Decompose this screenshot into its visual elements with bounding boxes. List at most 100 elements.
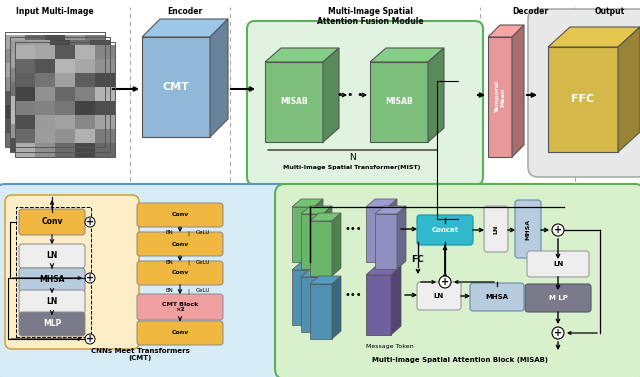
Bar (85, 35, 105, 49)
Bar (30, 96, 50, 110)
Text: GeLU: GeLU (196, 230, 211, 236)
Bar (85, 91, 105, 105)
Polygon shape (375, 214, 397, 269)
Bar (75, 115, 95, 129)
Polygon shape (314, 262, 323, 325)
Text: CNNs Meet Transformers
(CMT): CNNs Meet Transformers (CMT) (91, 348, 189, 361)
Bar (35, 87, 55, 101)
FancyBboxPatch shape (19, 209, 85, 235)
Bar (15, 45, 35, 59)
Bar (70, 40, 90, 54)
Text: |: | (187, 230, 189, 236)
Bar (15, 143, 35, 157)
Circle shape (552, 327, 564, 339)
Bar (55, 45, 75, 59)
Text: LN: LN (46, 251, 58, 261)
Bar (45, 49, 65, 63)
Bar (75, 73, 95, 87)
Bar (50, 54, 70, 68)
Polygon shape (292, 207, 314, 262)
Text: Conv: Conv (172, 242, 189, 247)
FancyBboxPatch shape (137, 203, 223, 227)
Polygon shape (332, 213, 341, 276)
Polygon shape (366, 199, 397, 207)
Bar (90, 124, 110, 138)
Bar (50, 124, 70, 138)
Bar (25, 105, 45, 119)
Polygon shape (397, 206, 406, 269)
Text: BN: BN (165, 259, 173, 265)
Bar (35, 143, 55, 157)
Text: |: | (187, 259, 189, 265)
Polygon shape (292, 262, 323, 270)
Bar (70, 124, 90, 138)
Bar (95, 59, 115, 73)
Bar (45, 35, 65, 49)
Polygon shape (618, 27, 640, 152)
Bar (90, 82, 110, 96)
Bar (25, 49, 45, 63)
Text: M LP: M LP (548, 295, 568, 301)
Text: GeLU: GeLU (196, 288, 211, 294)
Polygon shape (548, 27, 640, 47)
Bar (70, 54, 90, 68)
FancyBboxPatch shape (470, 283, 524, 311)
Circle shape (552, 224, 564, 236)
Text: +: + (86, 273, 94, 283)
Bar (5, 32, 105, 147)
FancyBboxPatch shape (525, 284, 591, 312)
Polygon shape (366, 275, 391, 335)
Bar (70, 82, 90, 96)
Text: CMT: CMT (163, 82, 189, 92)
Bar (15, 115, 35, 129)
Text: MHSA: MHSA (525, 218, 531, 239)
Text: BN: BN (165, 288, 173, 294)
FancyBboxPatch shape (19, 290, 85, 314)
Polygon shape (301, 214, 323, 269)
Polygon shape (512, 25, 524, 157)
Bar (95, 101, 115, 115)
Bar (35, 101, 55, 115)
Bar (15, 42, 115, 157)
Bar (10, 68, 30, 82)
FancyBboxPatch shape (247, 21, 483, 185)
Text: MISAB: MISAB (385, 98, 413, 106)
Bar (65, 63, 85, 77)
Bar (35, 129, 55, 143)
Bar (10, 40, 30, 54)
Bar (75, 101, 95, 115)
Bar (65, 91, 85, 105)
Bar (30, 68, 50, 82)
Polygon shape (301, 277, 323, 332)
Bar (55, 73, 75, 87)
Text: •••: ••• (344, 224, 362, 234)
Text: Multi-Image Spatial
Attention Fusion Module: Multi-Image Spatial Attention Fusion Mod… (317, 7, 423, 26)
Text: •••: ••• (344, 290, 362, 300)
FancyBboxPatch shape (515, 200, 541, 258)
Bar (5, 91, 25, 105)
Bar (50, 110, 70, 124)
Bar (45, 105, 65, 119)
Text: +: + (554, 225, 562, 235)
Bar (25, 91, 45, 105)
Text: LN: LN (46, 297, 58, 307)
Bar (45, 63, 65, 77)
Bar (85, 119, 105, 133)
Text: MHSA: MHSA (486, 294, 509, 300)
Bar (30, 138, 50, 152)
Text: Multi-Image Spatial Attention Block (MISAB): Multi-Image Spatial Attention Block (MIS… (372, 357, 548, 363)
Text: Encoder: Encoder (168, 7, 203, 16)
Text: +: + (554, 328, 562, 338)
Text: Multi-Image Spatial Transformer(MIST): Multi-Image Spatial Transformer(MIST) (284, 164, 420, 170)
Bar (75, 45, 95, 59)
FancyBboxPatch shape (527, 251, 589, 277)
Bar (95, 115, 115, 129)
Polygon shape (375, 206, 406, 214)
Polygon shape (366, 266, 401, 275)
Polygon shape (366, 207, 388, 262)
Bar (30, 124, 50, 138)
Text: LN: LN (493, 224, 499, 234)
Text: MHSA: MHSA (39, 276, 65, 285)
Bar (15, 101, 35, 115)
Bar (30, 40, 50, 54)
